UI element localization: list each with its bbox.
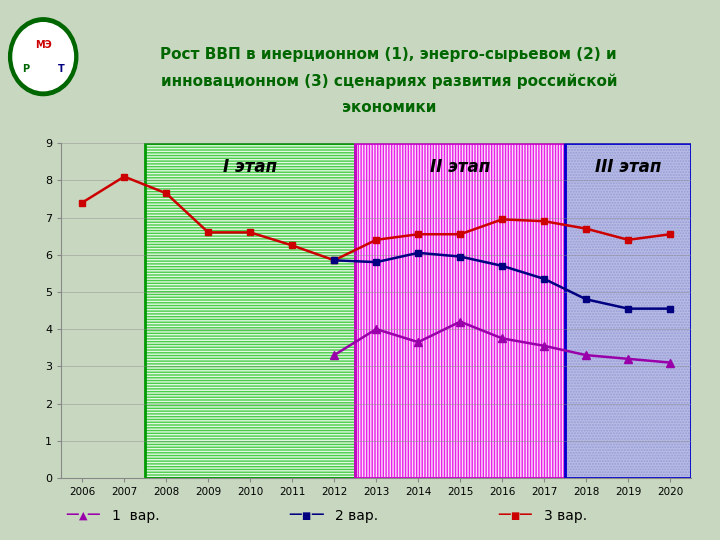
Text: Т: Т [58, 64, 65, 74]
Bar [145, 143, 355, 478]
Bar [355, 143, 565, 478]
Text: 2 вар.: 2 вар. [335, 509, 378, 523]
Text: Р: Р [22, 64, 29, 74]
Bar [145, 143, 355, 478]
Text: инновационном (3) сценариях развития российской: инновационном (3) сценариях развития рос… [161, 73, 617, 89]
Bar [355, 143, 565, 478]
Text: ■: ■ [510, 511, 519, 521]
Text: ─: ─ [88, 506, 99, 525]
Circle shape [13, 23, 73, 91]
Text: 1  вар.: 1 вар. [112, 509, 159, 523]
Text: Рост ВВП в инерционном (1), энерго-сырьевом (2) и: Рост ВВП в инерционном (1), энерго-сырье… [161, 46, 617, 62]
Text: ─: ─ [289, 506, 301, 525]
Circle shape [9, 18, 78, 96]
Text: ─: ─ [66, 506, 78, 525]
Text: ─: ─ [520, 506, 531, 525]
Text: ▲: ▲ [78, 511, 87, 521]
Text: ■: ■ [302, 511, 310, 521]
Text: ─: ─ [498, 506, 510, 525]
Text: III этап: III этап [595, 158, 662, 176]
Text: 3 вар.: 3 вар. [544, 509, 587, 523]
Bar [565, 143, 691, 478]
Text: I этап: I этап [223, 158, 277, 176]
Text: экономики: экономики [341, 100, 436, 116]
Text: МЭ: МЭ [35, 39, 52, 50]
Text: II этап: II этап [430, 158, 490, 176]
Text: ─: ─ [311, 506, 323, 525]
Bar [565, 143, 691, 478]
